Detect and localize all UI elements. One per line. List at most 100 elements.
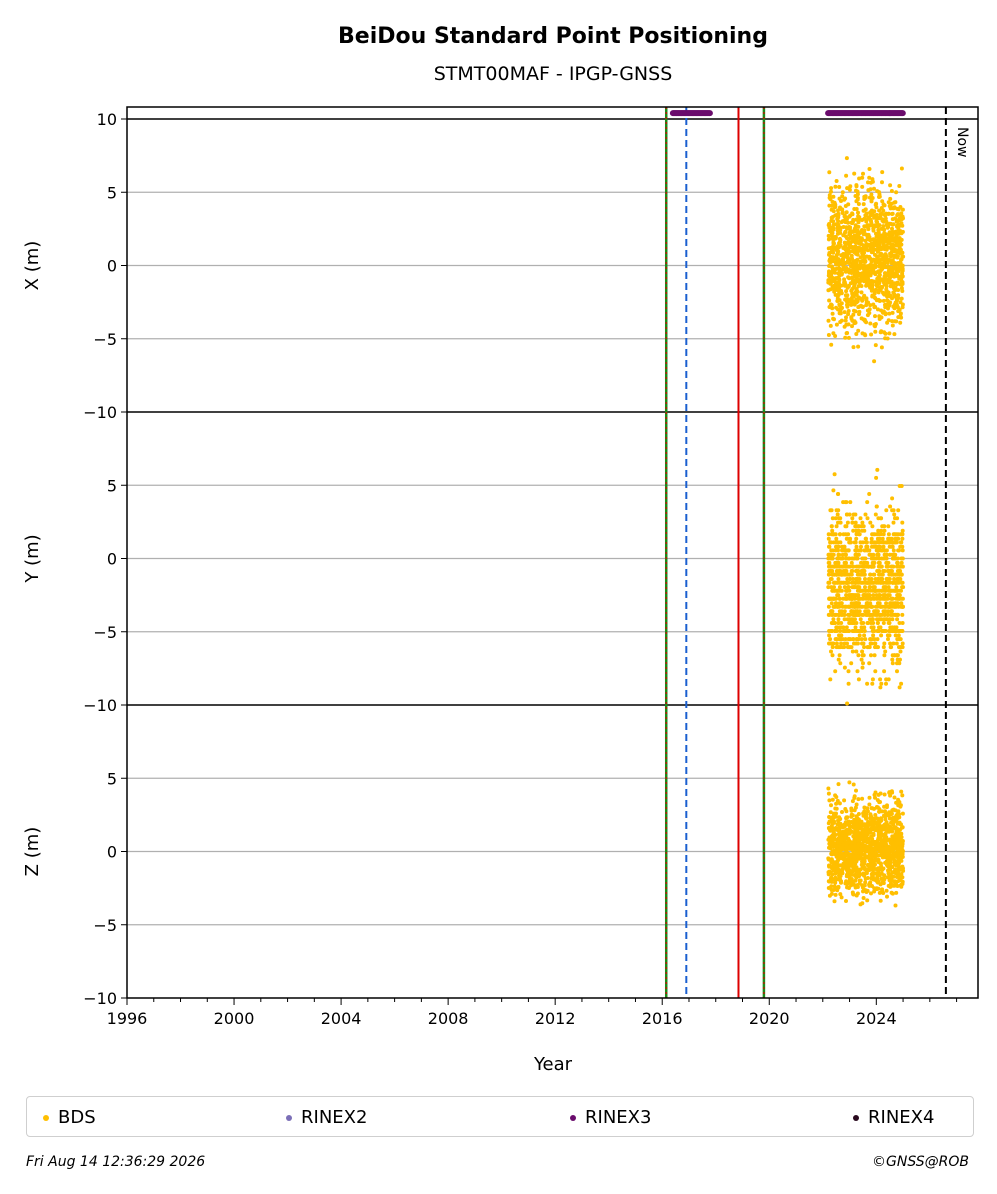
data-point-bds xyxy=(894,190,899,195)
data-point-bds xyxy=(840,190,845,195)
data-point-bds xyxy=(844,536,849,541)
x-tick-label: 2004 xyxy=(321,1009,362,1028)
data-point-bds xyxy=(884,540,889,545)
data-point-bds xyxy=(847,831,852,836)
data-point-bds xyxy=(863,238,868,243)
data-point-bds xyxy=(886,864,890,869)
data-point-bds xyxy=(874,886,879,891)
data-point-bds xyxy=(846,322,851,327)
data-point-bds xyxy=(870,524,875,529)
data-point-bds xyxy=(846,585,851,590)
data-point-bds xyxy=(829,524,834,529)
y-tick-label: 10 xyxy=(97,110,117,129)
data-point-bds xyxy=(894,625,899,630)
data-point-bds xyxy=(876,552,881,557)
data-point-bds xyxy=(829,888,834,892)
data-point-bds xyxy=(859,637,864,642)
data-point-bds xyxy=(859,247,863,252)
data-point-bds xyxy=(833,184,838,189)
data-point-bds xyxy=(833,548,838,553)
data-point-bds xyxy=(830,311,835,316)
data-point-bds xyxy=(876,580,881,585)
data-point-bds xyxy=(857,176,862,181)
data-point-bds xyxy=(890,540,894,545)
data-point-bds xyxy=(863,207,868,212)
data-point-bds xyxy=(841,580,846,585)
data-point-bds xyxy=(884,556,889,561)
legend-item-rinex3: RINEX3 xyxy=(570,1107,651,1128)
data-point-bds xyxy=(862,645,867,650)
data-point-bds xyxy=(885,261,890,265)
data-point-bds xyxy=(859,273,864,278)
data-point-bds xyxy=(871,228,876,233)
data-point-bds xyxy=(857,872,862,877)
data-point-bds xyxy=(889,201,894,206)
data-point-bds xyxy=(851,782,856,787)
data-point-bds xyxy=(873,878,878,883)
data-point-bds xyxy=(900,544,905,549)
data-point-bds xyxy=(884,601,889,606)
data-point-bds xyxy=(882,330,887,335)
data-point-bds xyxy=(851,577,856,581)
data-point-bds xyxy=(842,665,847,670)
data-point-bds xyxy=(870,246,875,251)
data-point-bds xyxy=(874,805,879,809)
data-point-bds xyxy=(855,228,860,233)
data-point-bds xyxy=(884,846,889,851)
data-point-bds xyxy=(874,475,879,480)
data-point-bds xyxy=(873,612,878,617)
legend-marker-rinex2 xyxy=(286,1114,292,1121)
data-point-bds xyxy=(846,335,851,340)
data-point-bds xyxy=(850,556,855,561)
data-point-bds xyxy=(896,577,901,581)
data-point-bds xyxy=(827,264,832,268)
data-point-bds xyxy=(866,823,871,828)
data-point-bds xyxy=(871,552,876,557)
y-tick-label: −10 xyxy=(83,989,117,1008)
data-point-bds xyxy=(892,653,897,658)
data-point-bds xyxy=(866,836,871,841)
data-point-bds xyxy=(856,677,861,682)
data-point-bds xyxy=(834,280,839,285)
data-point-bds xyxy=(848,225,853,230)
data-point-bds xyxy=(885,612,890,617)
data-point-bds xyxy=(869,269,874,274)
data-point-bds xyxy=(838,225,843,230)
data-point-bds xyxy=(886,240,891,245)
data-point-bds xyxy=(860,175,865,180)
data-point-bds xyxy=(864,544,869,549)
data-point-bds xyxy=(832,317,836,322)
data-point-bds xyxy=(844,556,848,561)
data-point-bds xyxy=(896,564,900,569)
data-point-bds xyxy=(829,215,834,220)
data-point-bds xyxy=(886,306,890,311)
data-point-bds xyxy=(882,612,887,617)
data-point-bds xyxy=(895,588,900,593)
data-point-bds xyxy=(888,612,893,617)
data-point-bds xyxy=(880,199,885,204)
data-point-bds xyxy=(868,285,873,290)
data-point-bds xyxy=(868,210,873,215)
data-point-bds xyxy=(871,241,876,246)
data-point-bds xyxy=(876,866,881,871)
data-point-bds xyxy=(836,231,841,235)
data-point-bds xyxy=(890,588,895,593)
data-point-bds xyxy=(852,245,857,249)
data-point-bds xyxy=(844,809,849,814)
data-point-bds xyxy=(827,612,832,617)
data-point-bds xyxy=(844,816,849,821)
data-point-bds xyxy=(894,890,899,895)
data-point-bds xyxy=(883,817,888,822)
data-point-bds xyxy=(880,218,885,223)
data-point-bds xyxy=(846,250,851,255)
data-point-bds xyxy=(888,504,893,509)
data-point-bds xyxy=(890,230,895,234)
data-point-bds xyxy=(851,260,856,265)
data-point-bds xyxy=(897,621,902,625)
data-point-bds xyxy=(881,593,886,598)
data-point-bds xyxy=(889,820,894,825)
data-point-bds xyxy=(855,577,860,581)
data-point-bds xyxy=(863,585,867,590)
data-point-bds xyxy=(874,596,879,601)
data-point-bds xyxy=(828,508,833,513)
